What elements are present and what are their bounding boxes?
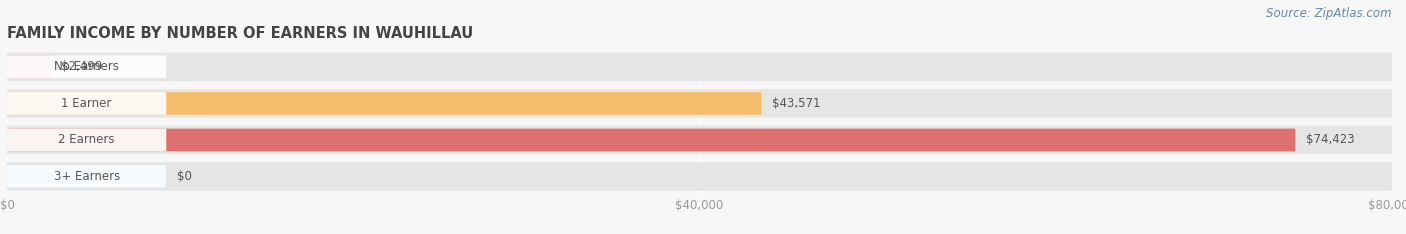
Text: No Earners: No Earners <box>55 60 120 73</box>
Text: $2,499: $2,499 <box>62 60 103 73</box>
FancyBboxPatch shape <box>7 165 166 188</box>
FancyBboxPatch shape <box>7 92 166 115</box>
FancyBboxPatch shape <box>7 126 1392 154</box>
Text: $0: $0 <box>177 170 193 183</box>
Text: 2 Earners: 2 Earners <box>59 133 115 146</box>
FancyBboxPatch shape <box>7 55 51 78</box>
FancyBboxPatch shape <box>7 165 166 188</box>
Text: $43,571: $43,571 <box>772 97 821 110</box>
Text: $74,423: $74,423 <box>1306 133 1355 146</box>
FancyBboxPatch shape <box>7 129 166 151</box>
FancyBboxPatch shape <box>7 55 166 78</box>
FancyBboxPatch shape <box>7 129 1295 151</box>
FancyBboxPatch shape <box>7 89 1392 118</box>
Text: FAMILY INCOME BY NUMBER OF EARNERS IN WAUHILLAU: FAMILY INCOME BY NUMBER OF EARNERS IN WA… <box>7 26 474 41</box>
FancyBboxPatch shape <box>7 162 1392 191</box>
Text: Source: ZipAtlas.com: Source: ZipAtlas.com <box>1267 7 1392 20</box>
FancyBboxPatch shape <box>7 53 1392 81</box>
Text: 3+ Earners: 3+ Earners <box>53 170 120 183</box>
FancyBboxPatch shape <box>7 92 761 115</box>
Text: 1 Earner: 1 Earner <box>62 97 112 110</box>
